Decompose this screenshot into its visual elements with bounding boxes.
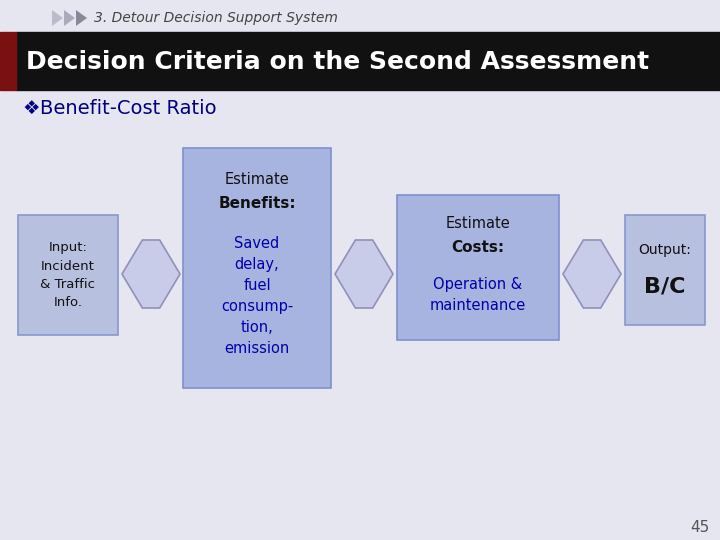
- Text: Benefit-Cost Ratio: Benefit-Cost Ratio: [40, 98, 217, 118]
- Bar: [16, 32, 720, 90]
- Text: Estimate: Estimate: [446, 215, 510, 231]
- Polygon shape: [563, 240, 621, 308]
- Polygon shape: [335, 240, 393, 308]
- Text: B/C: B/C: [644, 277, 685, 297]
- Text: Decision Criteria on the Second Assessment: Decision Criteria on the Second Assessme…: [26, 50, 649, 74]
- Polygon shape: [52, 10, 63, 26]
- Text: Operation &
maintenance: Operation & maintenance: [430, 277, 526, 313]
- Bar: [397, 195, 559, 340]
- Polygon shape: [76, 10, 87, 26]
- Bar: [183, 148, 331, 388]
- Text: Input:
Incident
& Traffic
Info.: Input: Incident & Traffic Info.: [40, 241, 96, 308]
- Text: Saved
delay,
fuel
consump-
tion,
emission: Saved delay, fuel consump- tion, emissio…: [221, 236, 293, 356]
- Bar: [625, 215, 705, 325]
- Text: Estimate: Estimate: [225, 172, 289, 187]
- Text: 3. Detour Decision Support System: 3. Detour Decision Support System: [94, 11, 338, 25]
- Text: Costs:: Costs:: [451, 240, 505, 254]
- Text: Benefits:: Benefits:: [218, 197, 296, 212]
- Text: ❖: ❖: [22, 98, 40, 118]
- Text: Output:: Output:: [639, 243, 691, 257]
- Text: 45: 45: [690, 521, 710, 536]
- Bar: [18, 215, 118, 335]
- Bar: [0, 32, 16, 90]
- Polygon shape: [64, 10, 75, 26]
- Polygon shape: [122, 240, 180, 308]
